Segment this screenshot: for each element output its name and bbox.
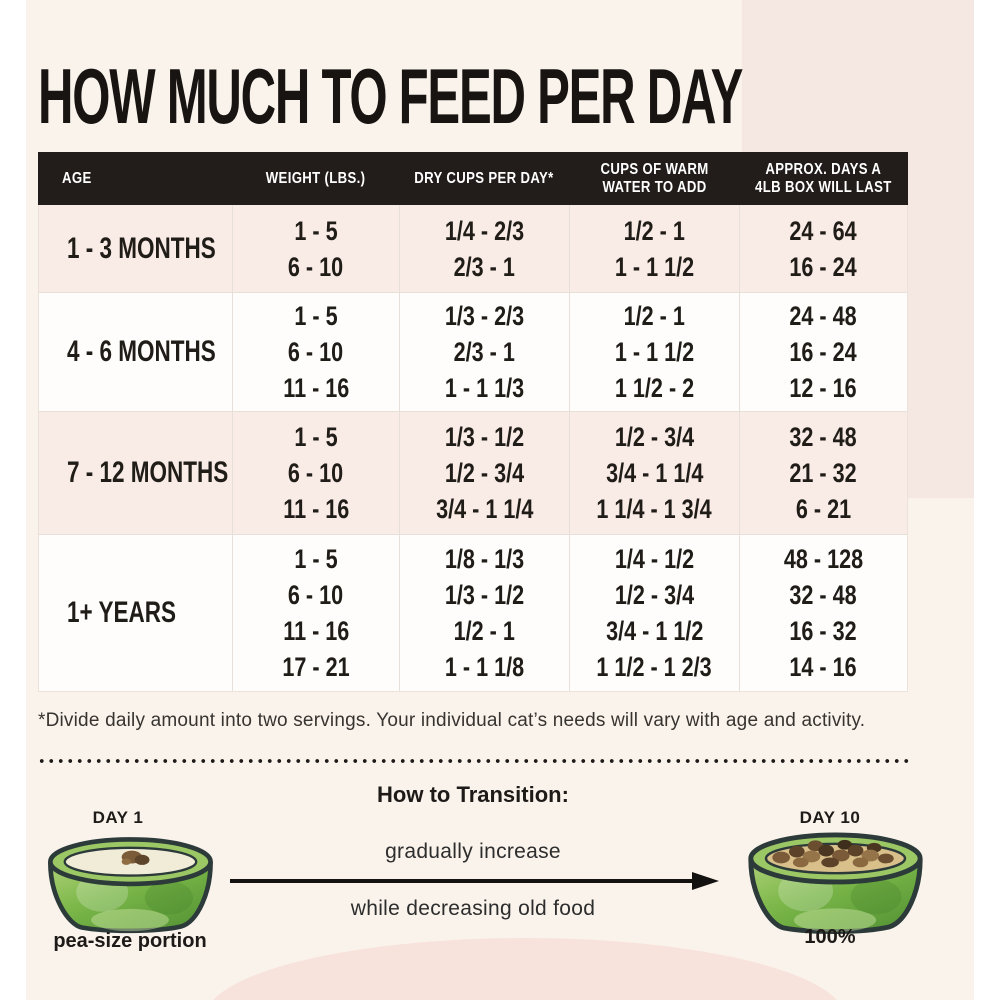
day10-caption: 100% [804,926,856,948]
dry-cups-cell: 1/4 - 2/3 2/3 - 1 [399,205,569,292]
days-cell: 24 - 64 16 - 24 [738,205,907,292]
age-cell: 1 - 3 MONTHS [67,231,216,265]
header-weight: WEIGHT (LBS.) [265,169,365,187]
day1-caption: pea-size portion [53,930,207,952]
water-cell: 1/4 - 1/2 1/2 - 3/4 3/4 - 1 1/2 1 1/2 - 1 2… [569,535,738,691]
age-cell: 4 - 6 MONTHS [67,335,216,368]
arrow-bottom-text: while decreasing old food [350,897,596,920]
dotted-divider [37,758,911,764]
age-cell: 1+ YEARS [67,596,177,629]
day1-label: DAY 1 [92,808,144,827]
water-cell: 1/2 - 3/4 3/4 - 1 1/4 1 1/4 - 1 3/4 [569,412,738,534]
dry-cups-cell: 1/3 - 1/2 1/2 - 3/4 3/4 - 1 1/4 [399,412,569,534]
age-cell: 7 - 12 MONTHS [67,456,229,489]
day1-bowl-icon [48,837,213,934]
days-cell: 48 - 128 32 - 48 16 - 32 14 - 16 [738,535,907,691]
feeding-table: AGE WEIGHT (LBS.) DRY CUPS PER DAY* CUPS… [38,152,908,692]
left-margin [0,0,26,1000]
days-cell: 32 - 48 21 - 32 6 - 21 [738,412,907,534]
right-margin [974,0,1000,1000]
footnote: *Divide daily amount into two servings. … [38,710,866,731]
header-days: APPROX. DAYS A 4LB BOX WILL LAST [755,161,892,196]
arrow-top-text: gradually increase [385,840,561,863]
day10-label: DAY 10 [799,808,861,827]
table-header: AGE WEIGHT (LBS.) DRY CUPS PER DAY* CUPS… [38,152,908,205]
day10-bowl-icon [748,832,923,934]
transition-heading: How to Transition: [377,782,569,807]
transition-arrow [230,872,719,890]
header-age: AGE [62,169,92,187]
days-cell: 24 - 48 16 - 24 12 - 16 [738,293,907,411]
header-dry-cups: DRY CUPS PER DAY* [414,169,554,187]
header-water: CUPS OF WARM WATER TO ADD [600,161,709,196]
page-title: HOW MUCH TO FEED PER DAY [38,52,743,140]
